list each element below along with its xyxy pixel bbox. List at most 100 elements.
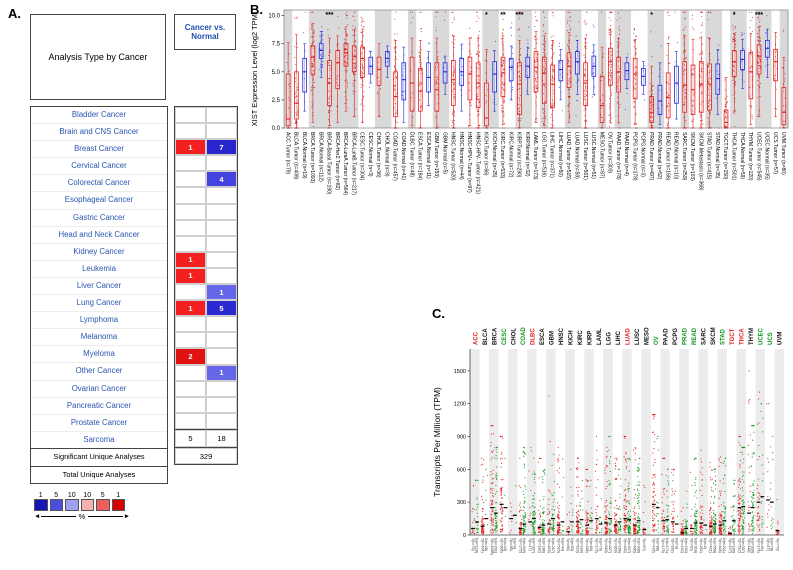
cancer-group: T(n=182) N(n=3) PCPG [671, 328, 679, 553]
median-bar [503, 507, 508, 509]
cancer-type-list: Bladder Cancer Brain and CNS Cancer Breast… [30, 106, 168, 485]
cancer-type-row: Lung Cancer [31, 294, 167, 311]
cancer-group: T(n=518) N(n=207) LGG [604, 332, 612, 553]
count-row: 2 [175, 348, 237, 365]
significant-red-count: 5 [175, 429, 206, 447]
underexpression-cell [206, 107, 237, 124]
sample-count-label: N(n=160) [617, 538, 621, 553]
x-tick-label: PAAD.Normal (n=4) [623, 132, 629, 176]
underexpression-cell [206, 396, 237, 413]
legend-rank-label: 5 [100, 492, 105, 499]
cancer-type-row: Head and Neck Cancer [31, 225, 167, 243]
median-bar [551, 517, 555, 520]
box-category: *** KIRP.Tumor (n=290) [515, 11, 524, 178]
median-bar [712, 523, 717, 525]
sample-count-label: T(n=137) [728, 538, 732, 553]
count-row [175, 396, 237, 413]
count-row [175, 332, 237, 349]
legend-axis-line [41, 516, 76, 517]
x-tick-label: PRAD.Normal (n=52) [656, 132, 662, 180]
x-tick-label: UCS.Tumor (n=57) [772, 132, 778, 175]
cancer-type-row: Gastric Cancer [31, 208, 167, 226]
x-tick-label: LUSC.Tumor (n=501) [582, 132, 588, 180]
sample-count-label: T(n=306) [499, 538, 503, 553]
box-category: READ.Normal (n=10) [673, 11, 679, 180]
legend-axis-line [88, 516, 123, 517]
box-category: DLBC.Tumor (n=48) [408, 11, 415, 177]
legend-rank-label: 1 [116, 492, 121, 499]
cancer-abbrev-label: LGG [606, 332, 612, 345]
sample-count-label: N(n=28) [484, 538, 488, 551]
cancer-group: T(n=1085) N(n=291) BRCA [490, 327, 498, 555]
box-category: * THCA.Tumor (n=501) [730, 11, 737, 180]
overexpression-cell [175, 187, 206, 204]
median-bar [684, 527, 689, 530]
significant-analyses-counts: 5 18 [175, 428, 237, 447]
underexpression-cell [206, 123, 237, 140]
x-tick-label: LGG.Tumor (n=516) [540, 132, 546, 177]
x-tick-label: KIRC.Normal (n=72) [507, 132, 513, 178]
median-bar [608, 517, 612, 520]
arrow-right-icon: ► [123, 513, 131, 520]
box-category: BRCA-LumB.Tumor (n=217) [350, 11, 357, 195]
sample-count-label: T(n=182) [537, 538, 541, 553]
timer-boxplot: 0.0 2.5 5.0 7.5 10.0 XIST Expression Level (l… [250, 9, 789, 195]
legend-percent-axis: ◄ % ► [34, 512, 130, 521]
box-category: UCS.Tumor (n=57) [772, 32, 778, 175]
sample-count-label: T(n=79) [775, 538, 779, 551]
x-tick-label: CHOL.Normal (n=9) [383, 132, 389, 177]
sample-count-label: T(n=404) [480, 538, 484, 553]
significance-stars: *** [755, 12, 763, 19]
cancer-abbrev-label: UVM [778, 332, 784, 345]
sample-count-label: T(n=286) [585, 538, 589, 553]
median-bar [613, 524, 618, 526]
legend-rank-label: 10 [83, 492, 92, 499]
significance-stars: * [733, 12, 736, 19]
box-category: LUSC.Normal (n=51) [590, 24, 597, 179]
sample-count-label: T(n=173) [595, 538, 599, 553]
underexpression-cell: 4 [206, 171, 237, 188]
cancer-group: T(n=66) N(n=53) KICH [566, 330, 574, 551]
box-category: SKCM.Tumor (n=103) [689, 14, 696, 181]
box-category: LIHC.Tumor (n=371) [549, 11, 555, 178]
overexpression-cell [175, 380, 206, 397]
x-tick-label: STAD.Normal (n=35) [714, 132, 720, 179]
median-bar [693, 522, 698, 524]
y-tick-label: 300 [457, 500, 466, 506]
box-category: BLCA.Normal (n=19) [301, 11, 307, 179]
underexpression-cell [206, 332, 237, 349]
overexpression-cell: 1 [175, 139, 206, 156]
x-tick-label: UCEC.Normal (n=35) [764, 132, 770, 180]
overexpression-cell [175, 364, 206, 381]
sample-count-label: T(n=87) [642, 538, 646, 551]
box-category: * PRAD.Tumor (n=497) [648, 12, 654, 181]
box-category: PRAD.Normal (n=52) [656, 45, 663, 180]
legend-color-square [34, 499, 48, 511]
median-bar [680, 532, 685, 534]
box-category: GBM.Tumor (n=153) [433, 11, 440, 178]
median-bar [670, 521, 675, 523]
box-category: COAD.Tumor (n=457) [392, 11, 398, 181]
sample-count-label: T(n=369) [614, 538, 618, 553]
x-tick-label: DLBC.Tumor (n=48) [408, 132, 414, 177]
x-tick-label: ESCA.Tumor (n=184) [417, 132, 423, 180]
y-tick-label: 900 [457, 435, 466, 441]
cancer-group: T(n=137) N(n=165) TGCT [728, 328, 736, 553]
analysis-type-header: Analysis Type by Cancer [30, 14, 166, 100]
cancer-abbrev-label: LAML [597, 328, 603, 345]
box-category: BRCA.Normal (n=112) [317, 26, 324, 182]
median-bar [731, 520, 736, 522]
sample-count-label: N(n=337) [741, 538, 745, 553]
cancer-abbrev-label: CESC [502, 328, 508, 345]
cancer-abbrev-label: KIRC [578, 330, 584, 345]
box-category: LUSC.Tumor (n=501) [582, 11, 588, 180]
median-bar [575, 521, 580, 523]
x-tick-label: GBM.Tumor (n=153) [433, 132, 439, 178]
x-tick-label: BRCA-Her2.Tumor (n=82) [334, 132, 340, 190]
sample-count-label: T(n=275) [518, 538, 522, 553]
x-tick-label: BRCA-LumA.Tumor (n=564) [342, 132, 348, 195]
count-row [175, 187, 237, 204]
sample-count-label: T(n=512) [737, 538, 741, 553]
legend-rank-label: 10 [67, 492, 76, 499]
